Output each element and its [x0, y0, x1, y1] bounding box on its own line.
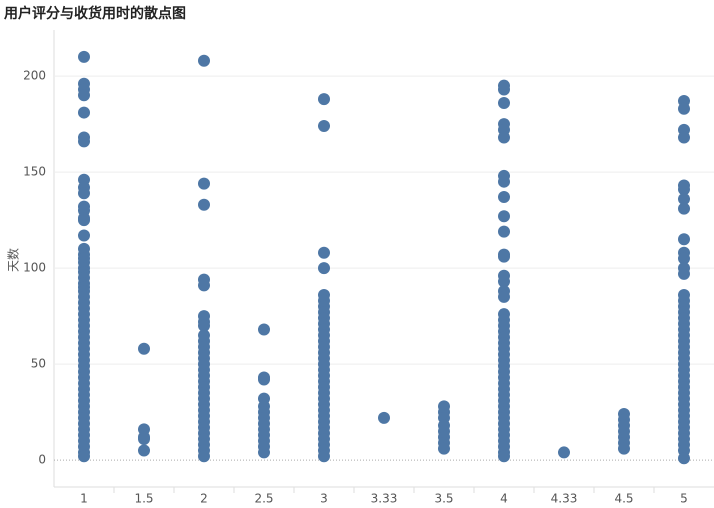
x-tick-label: 4.5 [614, 492, 633, 506]
point [498, 210, 510, 223]
point [318, 246, 330, 259]
x-tick-label: 1.5 [134, 492, 153, 506]
point [678, 131, 690, 144]
point [198, 198, 210, 211]
point [78, 214, 90, 227]
x-tick-label: 2 [200, 492, 208, 506]
x-tick-label: 3.5 [434, 492, 453, 506]
point [258, 446, 270, 459]
point [618, 442, 630, 455]
point [198, 450, 210, 463]
y-tick-label: 200 [23, 69, 46, 83]
point [78, 450, 90, 463]
x-tick-label: 4 [500, 492, 508, 506]
point [678, 102, 690, 115]
point [498, 225, 510, 238]
point [498, 275, 510, 288]
y-tick-label: 100 [23, 261, 46, 275]
x-tick-label: 4.33 [551, 492, 578, 506]
point [318, 120, 330, 133]
point [498, 450, 510, 463]
point [498, 131, 510, 144]
x-tick-label: 5 [680, 492, 688, 506]
point [678, 267, 690, 280]
point [318, 450, 330, 463]
point [678, 233, 690, 246]
point [498, 191, 510, 204]
y-tick-label: 50 [31, 357, 46, 371]
point [498, 175, 510, 188]
point [318, 262, 330, 275]
point [78, 106, 90, 119]
point [198, 54, 210, 67]
point [198, 319, 210, 332]
point [498, 83, 510, 96]
point [138, 342, 150, 355]
chart-title: 用户评分与收货用时的散点图 [4, 5, 186, 22]
point [78, 50, 90, 63]
point [198, 177, 210, 190]
point [258, 323, 270, 336]
x-tick-label: 1 [80, 492, 88, 506]
point [438, 442, 450, 455]
point [258, 373, 270, 386]
y-tick-label: 150 [23, 165, 46, 179]
point [138, 444, 150, 457]
x-tick-label: 2.5 [254, 492, 273, 506]
point [678, 202, 690, 215]
point [558, 446, 570, 459]
point [498, 290, 510, 303]
point [498, 96, 510, 109]
point [78, 89, 90, 102]
point [678, 252, 690, 265]
point [678, 452, 690, 465]
point [318, 93, 330, 106]
point [198, 279, 210, 292]
point [678, 192, 690, 205]
point [138, 432, 150, 445]
x-tick-label: 3.33 [371, 492, 398, 506]
x-tick-label: 3 [320, 492, 328, 506]
point [498, 250, 510, 263]
point [78, 135, 90, 148]
y-axis-label: 天数 [6, 248, 21, 272]
point [378, 411, 390, 424]
y-tick-label: 0 [38, 453, 46, 467]
point [78, 229, 90, 242]
point [78, 187, 90, 200]
point [678, 183, 690, 196]
